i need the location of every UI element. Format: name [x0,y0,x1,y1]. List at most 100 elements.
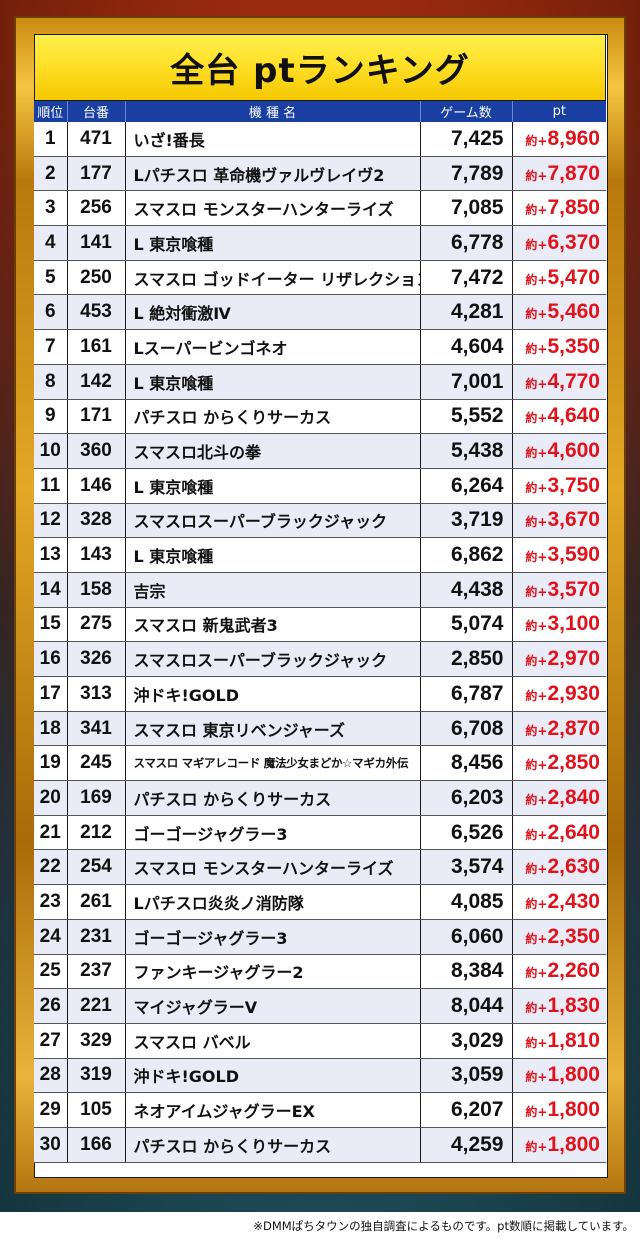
pt-cell: 約+2,350 [512,919,606,955]
rank-cell: 11 [34,468,68,504]
table-row: 10 360 スマスロ北斗の拳 5,438 約+4,600 [34,433,606,469]
pt-approx-prefix: 約+ [525,723,548,738]
machine-name-cell: 沖ドキ!GOLD [125,676,421,712]
pt-value: 1,800 [547,1098,600,1122]
pt-value: 4,640 [547,404,600,428]
games-cell: 6,787 [420,676,513,712]
rank-cell: 3 [34,190,68,227]
pt-approx-prefix: 約+ [525,203,548,218]
pt-approx-prefix: 約+ [525,1001,548,1016]
machine-name-cell: 吉宗 [125,572,421,608]
rank-cell: 29 [34,1092,68,1128]
table-row: 30 166 パチスロ からくりサーカス 4,259 約+1,800 [34,1127,606,1163]
machine-no-cell: 158 [67,572,126,608]
games-cell: 4,438 [420,572,513,608]
machine-no-cell: 261 [67,884,126,920]
table-row: 11 146 L 東京喰種 6,264 約+3,750 [34,468,606,504]
machine-no-cell: 141 [67,225,126,261]
machine-name-cell: ゴーゴージャグラー3 [125,919,421,955]
pt-value: 2,430 [547,889,600,913]
header-pt: pt [512,101,606,122]
machine-no-cell: 341 [67,711,126,747]
table-row: 23 261 Lパチスロ炎炎ノ消防隊 4,085 約+2,430 [34,884,606,920]
pt-approx-prefix: 約+ [525,688,548,703]
pt-value: 3,590 [547,543,600,567]
pt-approx-prefix: 約+ [525,827,548,842]
pt-approx-prefix: 約+ [525,584,548,599]
pt-cell: 約+8,960 [512,122,606,157]
games-cell: 4,259 [420,1127,513,1163]
machine-no-cell: 169 [67,780,126,816]
machine-name-cell: スマスロ マギアレコード 魔法少女まどか☆マギカ外伝 [125,745,421,782]
table-row: 27 329 スマスロ バベル 3,029 約+1,810 [34,1023,606,1059]
ranking-table: 順位 台番 機 種 名 ゲーム数 pt 1 471 いざ!番長 7,425 約+8,96… [34,101,606,1163]
machine-name-cell: スマスロ モンスターハンターライズ [125,190,421,227]
games-cell: 3,719 [420,503,513,539]
machine-name-cell: スマスロ 新鬼武者3 [125,607,421,643]
rank-cell: 18 [34,711,68,747]
games-cell: 8,044 [420,988,513,1024]
games-cell: 7,472 [420,260,513,296]
games-cell: 6,060 [420,919,513,955]
games-cell: 6,264 [420,468,513,504]
pt-value: 2,640 [547,820,600,844]
machine-no-cell: 146 [67,468,126,504]
machine-name-cell: 沖ドキ!GOLD [125,1058,421,1094]
table-row: 29 105 ネオアイムジャグラーEX 6,207 約+1,800 [34,1092,606,1128]
pt-value: 5,350 [547,334,600,358]
games-cell: 7,001 [420,364,513,400]
pt-value: 6,370 [547,230,600,254]
rank-cell: 21 [34,815,68,851]
games-cell: 5,438 [420,433,513,469]
pt-value: 7,870 [547,161,600,185]
pt-value: 2,260 [547,959,600,983]
pt-cell: 約+5,460 [512,294,606,331]
machine-name-cell: Lパチスロ炎炎ノ消防隊 [125,884,421,920]
pt-value: 2,970 [547,647,600,671]
rank-cell: 30 [34,1127,68,1163]
machine-no-cell: 177 [67,156,126,192]
machine-name-cell: パチスロ からくりサーカス [125,399,421,435]
rank-cell: 23 [34,884,68,920]
table-row: 7 161 Lスーパービンゴネオ 4,604 約+5,350 [34,329,606,365]
table-row: 25 237 ファンキージャグラー2 8,384 約+2,260 [34,954,606,990]
pt-approx-prefix: 約+ [525,931,548,946]
pt-approx-prefix: 約+ [525,272,548,287]
table-row: 28 319 沖ドキ!GOLD 3,059 約+1,800 [34,1058,606,1094]
rank-cell: 12 [34,503,68,539]
header-rank: 順位 [34,101,68,122]
pt-value: 3,570 [547,577,600,601]
pt-value: 2,930 [547,681,600,705]
pt-value: 1,800 [547,1063,600,1087]
table-row: 16 326 スマスロスーパーブラックジャック 2,850 約+2,970 [34,641,606,677]
pt-cell: 約+3,100 [512,607,606,643]
rank-cell: 27 [34,1023,68,1059]
machine-no-cell: 161 [67,329,126,365]
games-cell: 4,281 [420,294,513,331]
rank-cell: 10 [34,433,68,469]
pt-approx-prefix: 約+ [525,619,548,634]
pt-cell: 約+2,930 [512,676,606,712]
machine-no-cell: 328 [67,503,126,539]
table-row: 9 171 パチスロ からくりサーカス 5,552 約+4,640 [34,399,606,435]
machine-no-cell: 245 [67,745,126,782]
rank-cell: 9 [34,399,68,435]
pt-cell: 約+1,800 [512,1092,606,1128]
pt-cell: 約+2,840 [512,780,606,816]
machine-no-cell: 275 [67,607,126,643]
games-cell: 6,708 [420,711,513,747]
rank-cell: 13 [34,537,68,573]
pt-cell: 約+5,350 [512,329,606,365]
rank-cell: 4 [34,225,68,261]
rank-cell: 5 [34,260,68,296]
machine-name-cell: L 東京喰種 [125,537,421,573]
table-row: 22 254 スマスロ モンスターハンターライズ 3,574 約+2,630 [34,849,606,886]
machine-no-cell: 250 [67,260,126,296]
page-title: 全台 ptランキング [34,34,606,101]
pt-value: 4,600 [547,439,600,463]
machine-name-cell: Lパチスロ 革命機ヴァルヴレイヴ2 [125,156,421,192]
pt-approx-prefix: 約+ [525,168,548,183]
games-cell: 8,456 [420,745,513,782]
machine-name-cell: スマスロスーパーブラックジャック [125,641,421,677]
rank-cell: 22 [34,849,68,886]
